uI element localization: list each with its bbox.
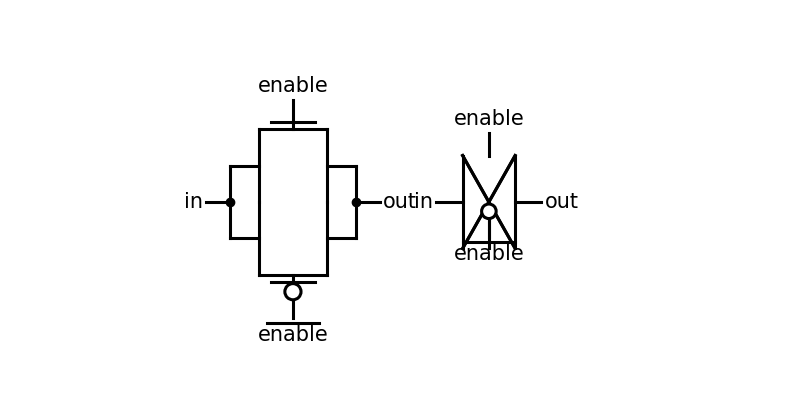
Text: enable: enable [258, 76, 328, 96]
Text: out: out [545, 192, 578, 212]
Text: enable: enable [454, 109, 524, 129]
Circle shape [285, 284, 301, 300]
Text: out: out [383, 192, 417, 212]
Text: enable: enable [258, 325, 328, 345]
Text: in: in [414, 192, 433, 212]
Text: enable: enable [454, 244, 524, 264]
Text: in: in [184, 192, 203, 212]
Circle shape [482, 204, 496, 219]
